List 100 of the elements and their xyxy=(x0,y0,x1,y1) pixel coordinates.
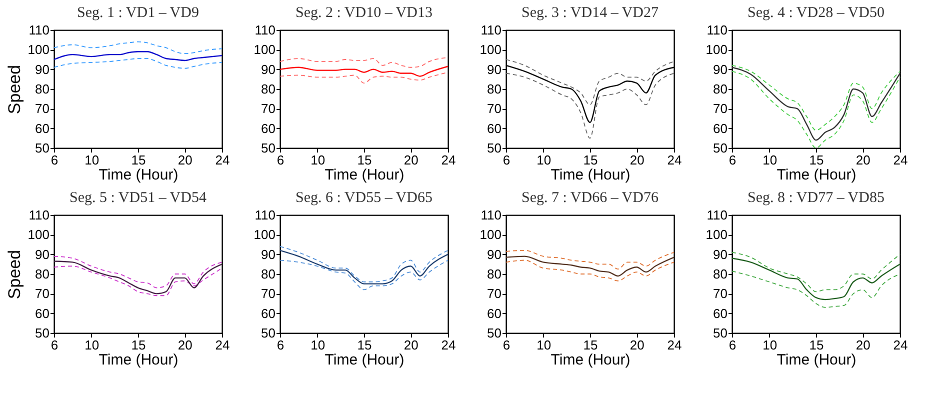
y-tick-label: 50 xyxy=(261,326,276,340)
x-tick-label: 20 xyxy=(178,338,192,352)
x-tick-label: 15 xyxy=(809,338,824,352)
y-tick-label: 110 xyxy=(706,22,728,38)
y-tick-label: 90 xyxy=(713,246,728,262)
x-tick-label: 20 xyxy=(178,152,192,168)
y-axis-title: Speed xyxy=(4,64,24,114)
y-tick-label: 60 xyxy=(35,306,50,321)
y-tick-label: 90 xyxy=(35,246,50,262)
x-tick-label: 10 xyxy=(310,338,326,352)
y-tick-label: 100 xyxy=(254,227,276,242)
x-tick-label: 15 xyxy=(583,152,598,168)
x-tick-label: 24 xyxy=(215,338,230,352)
line-series xyxy=(53,260,223,294)
x-tick-label: 10 xyxy=(762,152,778,168)
x-tick-label: 24 xyxy=(215,152,230,168)
y-tick-label: 50 xyxy=(35,326,50,340)
x-axis-title: Time (Hour) xyxy=(550,352,630,368)
chart-title: Seg. 7 : VD66 – VD76 xyxy=(522,190,659,206)
x-tick-label: 15 xyxy=(357,338,372,352)
y-tick-label: 80 xyxy=(35,82,50,96)
x-tick-label: 24 xyxy=(893,338,908,352)
y-tick-label: 90 xyxy=(261,246,276,262)
chart-title: Seg. 6 : VD55 – VD65 xyxy=(296,190,432,206)
chart-title: Seg. 2 : VD10 – VD13 xyxy=(296,5,432,21)
y-tick-label: 70 xyxy=(487,286,502,302)
y-tick-label: 60 xyxy=(261,306,276,321)
x-tick-label: 15 xyxy=(357,152,372,168)
x-tick-label: 10 xyxy=(84,338,100,352)
y-tick-label: 110 xyxy=(254,208,276,222)
y-tick-label: 80 xyxy=(261,82,276,96)
line-series xyxy=(53,51,223,62)
x-tick-label: 24 xyxy=(441,152,456,168)
y-axis-title: Speed xyxy=(4,250,24,300)
y-tick-label: 110 xyxy=(254,22,276,38)
y-tick-label: 90 xyxy=(487,62,502,77)
line-series xyxy=(731,258,901,300)
line-series xyxy=(280,260,448,290)
y-tick-label: 80 xyxy=(713,82,728,96)
y-tick-label: 60 xyxy=(487,306,502,321)
y-tick-label: 50 xyxy=(35,140,50,156)
x-tick-label: 6 xyxy=(502,338,510,352)
y-tick-label: 80 xyxy=(713,266,728,282)
x-tick-label: 24 xyxy=(893,152,908,168)
chart-title: Seg. 4 : VD28 – VD50 xyxy=(748,5,884,21)
y-tick-label: 100 xyxy=(706,227,728,242)
y-tick-label: 50 xyxy=(487,140,502,156)
x-axis-title: Time (Hour) xyxy=(98,352,178,368)
x-tick-label: 6 xyxy=(728,338,736,352)
line-series xyxy=(732,64,900,131)
chart-title: Seg. 8 : VD77 – VD85 xyxy=(748,190,884,206)
x-axis-title: Time (Hour) xyxy=(550,166,630,184)
y-tick-label: 110 xyxy=(706,208,728,222)
line-series xyxy=(54,58,222,69)
y-tick-label: 80 xyxy=(487,82,502,96)
x-tick-label: 10 xyxy=(536,152,552,168)
line-series xyxy=(506,59,674,106)
y-tick-label: 100 xyxy=(480,42,502,58)
y-tick-label: 80 xyxy=(487,266,502,282)
y-tick-label: 100 xyxy=(28,42,50,58)
y-tick-label: 70 xyxy=(487,101,502,116)
x-tick-label: 10 xyxy=(310,152,326,168)
x-tick-label: 6 xyxy=(50,338,58,352)
x-tick-label: 20 xyxy=(630,338,644,352)
y-tick-label: 60 xyxy=(713,306,728,321)
x-tick-label: 20 xyxy=(856,338,870,352)
x-tick-label: 20 xyxy=(404,152,418,168)
line-series xyxy=(732,270,900,308)
y-tick-label: 110 xyxy=(28,22,50,38)
y-tick-label: 110 xyxy=(480,22,502,38)
y-tick-label: 50 xyxy=(487,326,502,340)
y-tick-label: 70 xyxy=(713,286,728,302)
y-tick-label: 60 xyxy=(35,120,50,136)
chart-title: Seg. 3 : VD14 – VD27 xyxy=(522,5,659,21)
x-tick-label: 6 xyxy=(50,152,58,168)
y-tick-label: 90 xyxy=(261,62,276,77)
line-series xyxy=(280,57,448,68)
y-tick-label: 100 xyxy=(254,42,276,58)
y-tick-label: 50 xyxy=(261,140,276,156)
x-tick-label: 6 xyxy=(502,152,510,168)
y-tick-label: 90 xyxy=(35,62,50,77)
line-series xyxy=(505,256,675,277)
line-series xyxy=(506,250,674,270)
y-tick-label: 60 xyxy=(713,120,728,136)
x-tick-label: 20 xyxy=(404,338,418,352)
x-axis-title: Time (Hour) xyxy=(776,352,856,368)
line-series xyxy=(732,252,900,292)
y-tick-label: 70 xyxy=(261,101,276,116)
y-tick-label: 90 xyxy=(487,246,502,262)
y-tick-label: 80 xyxy=(261,266,276,282)
y-tick-label: 90 xyxy=(713,62,728,77)
x-axis-title: Time (Hour) xyxy=(324,166,404,184)
x-axis-title: Time (Hour) xyxy=(776,166,856,184)
x-tick-label: 20 xyxy=(856,152,870,168)
y-tick-label: 70 xyxy=(713,101,728,116)
x-tick-label: 15 xyxy=(131,338,146,352)
x-tick-label: 15 xyxy=(583,338,598,352)
x-tick-label: 10 xyxy=(536,338,552,352)
x-axis-title: Time (Hour) xyxy=(324,352,404,368)
x-tick-label: 6 xyxy=(276,152,284,168)
